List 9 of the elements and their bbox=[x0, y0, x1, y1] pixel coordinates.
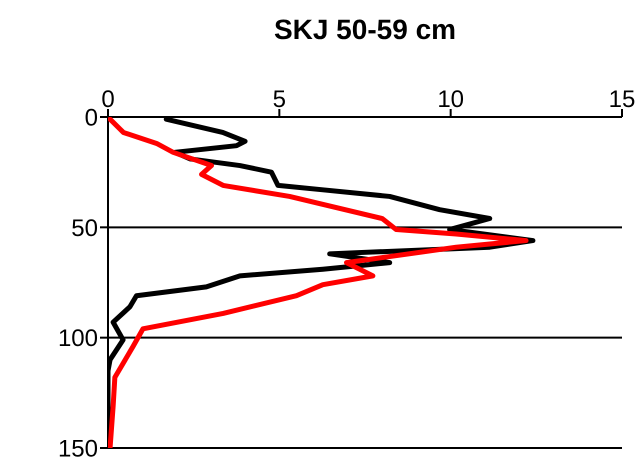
y-tick-label: 150 bbox=[58, 436, 98, 459]
x-tick-label: 15 bbox=[608, 86, 636, 113]
x-tick-label: 5 bbox=[272, 86, 286, 113]
y-tick-label: 100 bbox=[58, 325, 98, 352]
x-tick-label: 0 bbox=[101, 86, 115, 113]
x-tick-label: 10 bbox=[437, 86, 464, 113]
chart-title: SKJ 50-59 cm bbox=[272, 14, 458, 46]
y-tick-label: 50 bbox=[71, 214, 98, 242]
y-tick-label: 0 bbox=[84, 104, 98, 132]
